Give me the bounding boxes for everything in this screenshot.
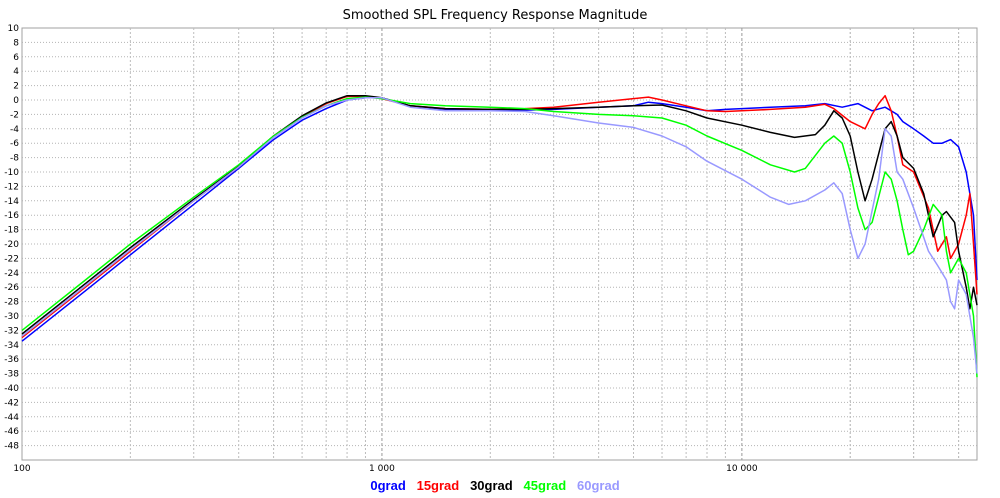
x-tick-label: 10 000	[726, 464, 758, 474]
legend-entries: 0grad 15grad 30grad 45grad 60grad	[370, 478, 619, 493]
y-tick-label: -12	[4, 182, 19, 192]
grid-lines	[22, 28, 977, 460]
y-tick-label: -26	[4, 283, 19, 293]
y-tick-label: -38	[4, 370, 19, 380]
series-line-60grad	[21, 97, 978, 374]
y-tick-label: -42	[4, 398, 19, 408]
y-tick-label: -18	[4, 226, 19, 236]
y-axis-ticks: 10 8 6 4 2 0 -2 -4 -6 -8 -10 -12 -14 -16 -18 -20 -22 -24 -…	[4, 24, 19, 452]
legend-entry-60grad: 60grad	[566, 478, 620, 493]
x-tick-label: 1 000	[369, 464, 395, 474]
x-axis-ticks: 100 1 000 10 000	[13, 464, 757, 474]
series-lines	[21, 94, 978, 378]
y-tick-label: -16	[4, 211, 19, 221]
y-tick-label: -28	[4, 298, 19, 308]
y-tick-label: -46	[4, 427, 19, 437]
legend-entry-30grad: 30grad	[459, 478, 513, 493]
y-tick-label: -4	[10, 125, 19, 135]
y-tick-label: -8	[10, 154, 19, 164]
y-tick-label: 8	[13, 38, 19, 48]
y-tick-label: 4	[13, 67, 19, 77]
legend-entry-0grad: 0grad	[370, 478, 405, 493]
y-tick-label: -14	[4, 197, 19, 207]
series-line-45grad	[21, 96, 978, 378]
y-tick-label: -24	[4, 269, 19, 279]
y-tick-label: -10	[4, 168, 19, 178]
y-tick-label: -30	[4, 312, 19, 322]
y-tick-label: -22	[4, 254, 19, 264]
y-tick-label: -32	[4, 326, 19, 336]
y-tick-label: 6	[13, 53, 19, 63]
y-tick-label: 10	[8, 24, 20, 34]
chart-title: Smoothed SPL Frequency Response Magnitud…	[343, 8, 648, 23]
y-tick-label: -48	[4, 442, 19, 452]
legend: 0grad 15grad 30grad 45grad 60grad	[370, 478, 619, 493]
y-tick-label: -34	[4, 341, 19, 351]
y-tick-label: -36	[4, 355, 19, 365]
y-tick-label: -6	[10, 139, 19, 149]
y-tick-label: -2	[10, 110, 19, 120]
y-tick-label: 0	[13, 96, 19, 106]
y-tick-label: -20	[4, 240, 19, 250]
legend-entry-45grad: 45grad	[513, 478, 567, 493]
legend-entry-15grad: 15grad	[406, 478, 460, 493]
y-tick-label: -44	[4, 413, 19, 423]
y-tick-label: 2	[13, 82, 19, 92]
series-line-30grad	[21, 94, 978, 335]
x-tick-label: 100	[13, 464, 30, 474]
y-tick-label: -40	[4, 384, 19, 394]
